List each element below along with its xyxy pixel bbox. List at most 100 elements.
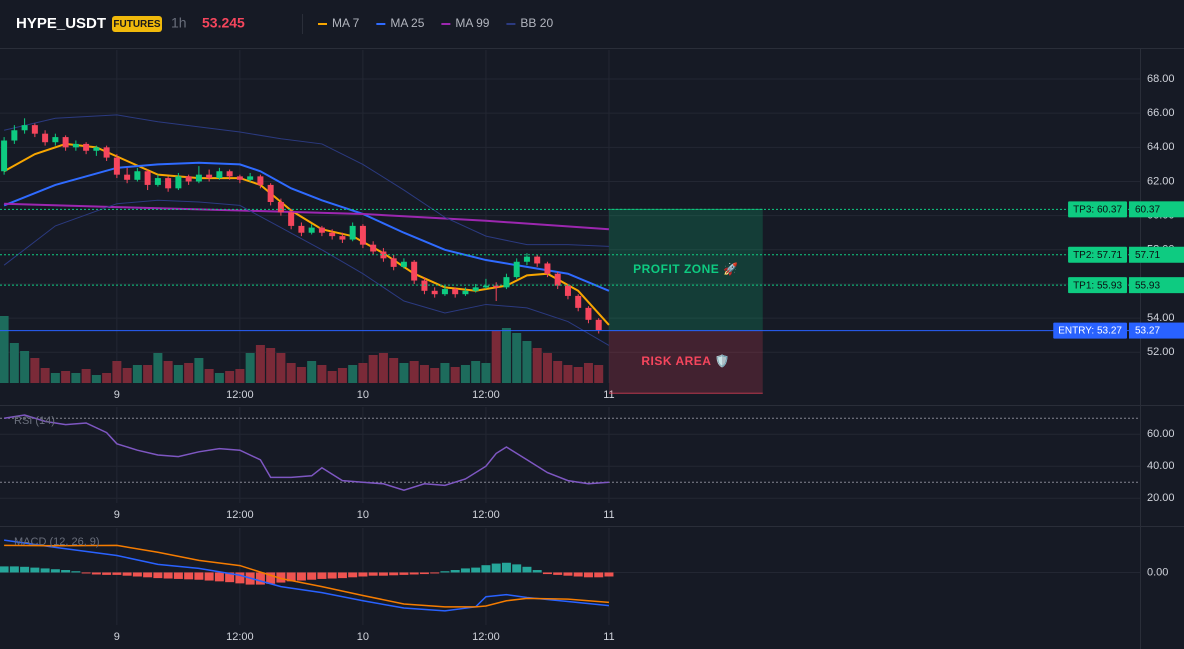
histogram-bar — [594, 572, 604, 578]
volume-bar — [30, 358, 40, 383]
volume-bar — [337, 368, 347, 383]
zone — [608, 209, 763, 331]
level-label: TP1: 55.93 — [1073, 280, 1122, 291]
histogram-bar — [409, 572, 419, 575]
volume-bar — [553, 361, 563, 383]
badge-background — [112, 16, 162, 32]
candle-body — [482, 285, 489, 288]
volume-bar — [122, 368, 132, 383]
candle-body — [472, 287, 479, 291]
volume-bar — [307, 361, 317, 383]
volume-bar — [317, 365, 327, 383]
y-tick-label: 66.00 — [1147, 107, 1175, 119]
candle-body — [288, 212, 295, 226]
x-tick-label: 12:00 — [472, 389, 500, 401]
candle-body — [349, 225, 356, 240]
volume-bar — [194, 358, 204, 383]
level-price: 57.71 — [1135, 250, 1160, 261]
candle-body — [554, 273, 561, 286]
candle-body — [267, 184, 274, 202]
histogram-bar — [30, 567, 40, 573]
histogram-bar — [276, 572, 286, 583]
zone-label: PROFIT ZONE 🚀 — [633, 262, 738, 276]
level-price-bg — [1129, 277, 1184, 294]
volume-bar — [255, 345, 265, 383]
histogram-bar — [337, 572, 347, 579]
volume-bar — [594, 365, 604, 383]
histogram-bar — [512, 564, 522, 573]
x-tick-label: 12:00 — [226, 631, 254, 643]
level-price-bg — [1129, 201, 1184, 218]
volume-bar — [419, 365, 429, 383]
histogram-bar — [71, 571, 81, 573]
volume-bar — [163, 361, 173, 383]
histogram-bar — [378, 572, 388, 576]
interval: 1h — [171, 15, 187, 31]
candle-body — [144, 171, 151, 185]
candle-body — [298, 225, 305, 233]
candle-body — [318, 227, 325, 233]
histogram-bar — [255, 572, 265, 585]
histogram-bar — [450, 570, 460, 573]
histogram-bar — [9, 566, 19, 573]
volume-bar — [245, 353, 255, 383]
histogram-bar — [214, 572, 224, 582]
volume-bar — [214, 373, 224, 383]
volume-bar — [184, 363, 194, 383]
legend-label: MA 99 — [455, 16, 489, 30]
candle-body — [390, 258, 397, 267]
histogram-bar — [481, 565, 491, 573]
histogram-bar — [173, 572, 183, 579]
histogram-bar — [102, 572, 112, 575]
candle-body — [226, 171, 233, 177]
x-tick-label: 10 — [357, 509, 369, 521]
volume-bar — [81, 369, 91, 383]
candle-body — [62, 137, 69, 148]
volume-bar — [0, 316, 9, 383]
indicator-line — [4, 544, 610, 608]
legend-label: MA 7 — [332, 16, 360, 30]
volume-bar — [20, 351, 30, 383]
volume-bar — [50, 373, 60, 383]
candle-body — [42, 133, 49, 143]
volume-bar — [368, 355, 378, 383]
candle-body — [236, 176, 243, 180]
x-tick-label: 9 — [114, 509, 120, 521]
y-tick-label: 60.00 — [1147, 428, 1175, 440]
volume-bar — [440, 363, 450, 383]
level-label-bg — [1068, 277, 1127, 294]
histogram-bar — [153, 572, 163, 579]
volume-bar — [71, 373, 81, 383]
last-price: 53.245 — [202, 15, 245, 31]
volume-bar — [532, 348, 542, 383]
legend-label: MA 25 — [390, 16, 424, 30]
y-tick-label: 0.00 — [1147, 566, 1168, 578]
candle-body — [523, 256, 530, 262]
candle-body — [421, 280, 428, 291]
candle-body — [52, 137, 59, 143]
candle-body — [83, 143, 90, 151]
level-price-bg — [1129, 322, 1184, 339]
volume-bar — [573, 367, 583, 383]
volume-bar — [409, 361, 419, 383]
candle-body — [575, 295, 582, 308]
x-tick-label: 12:00 — [226, 389, 254, 401]
histogram-bar — [348, 572, 358, 578]
histogram-bar — [0, 566, 9, 573]
candle-body — [359, 225, 366, 245]
histogram-bar — [61, 570, 71, 573]
x-tick-label: 11 — [603, 509, 614, 521]
candle-body — [400, 261, 407, 267]
indicator-line — [3, 539, 610, 612]
candle-body — [503, 277, 510, 288]
candle-body — [564, 285, 571, 296]
level-price: 60.37 — [1135, 204, 1160, 215]
volume-bar — [9, 343, 19, 383]
histogram-bar — [184, 572, 194, 580]
histogram-bar — [573, 572, 583, 577]
histogram-bar — [194, 572, 204, 580]
volume-bar — [399, 363, 409, 383]
